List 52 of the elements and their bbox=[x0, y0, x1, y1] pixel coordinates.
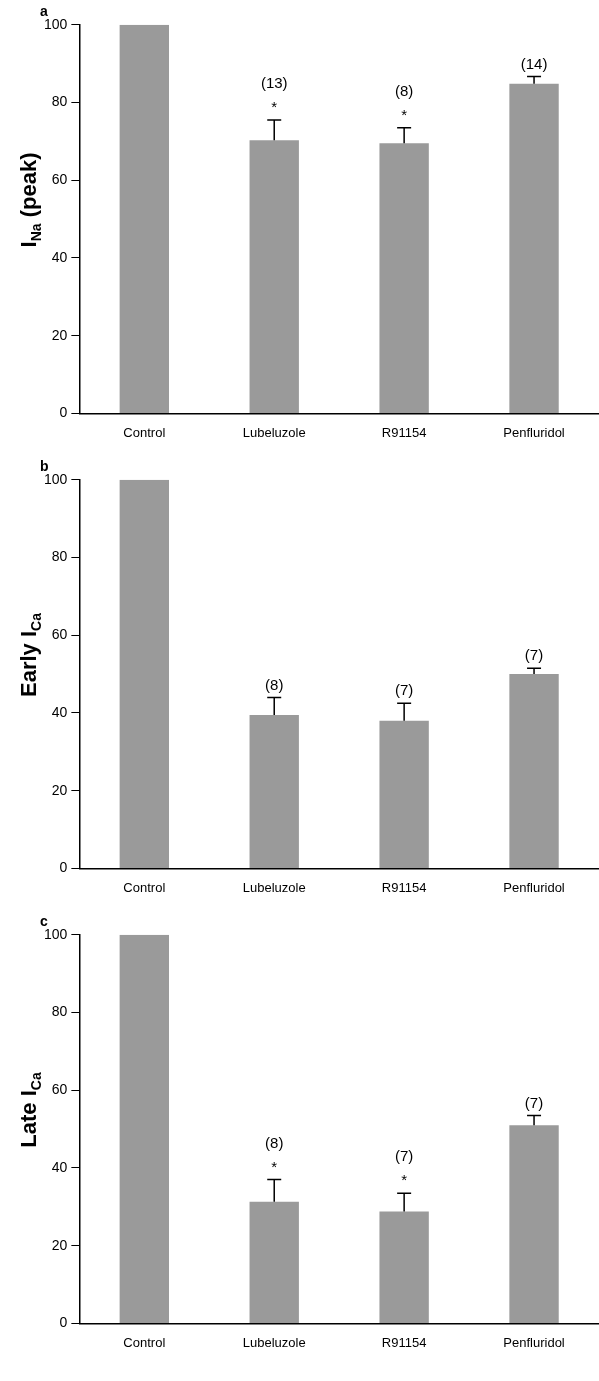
annotation: (8) bbox=[394, 81, 414, 99]
bar bbox=[249, 140, 299, 413]
y-tick-label: 80 bbox=[51, 548, 68, 565]
y-tick-label: 60 bbox=[51, 1081, 68, 1098]
annotation: * bbox=[401, 105, 408, 123]
y-tick-label: 0 bbox=[59, 404, 68, 421]
y-tick-label: 20 bbox=[51, 781, 68, 798]
y-tick-label: 40 bbox=[51, 1158, 68, 1175]
annotation: (13) bbox=[260, 74, 288, 92]
y-tick-label: 80 bbox=[51, 1003, 68, 1020]
bar bbox=[119, 479, 169, 868]
y-tick-label: 20 bbox=[51, 326, 68, 343]
bar bbox=[509, 1125, 559, 1323]
x-tick-label: Penfluridol bbox=[503, 1334, 565, 1350]
annotation: * bbox=[271, 98, 278, 116]
x-tick-label: R91154 bbox=[381, 1334, 427, 1350]
bar bbox=[249, 1201, 299, 1323]
annotation: * bbox=[401, 1171, 408, 1189]
x-tick-label: Penfluridol bbox=[503, 879, 565, 895]
annotation: (7) bbox=[524, 1093, 544, 1111]
x-tick-label: R91154 bbox=[381, 424, 427, 440]
annotation: (8) bbox=[265, 1133, 284, 1151]
y-tick-label: 40 bbox=[51, 703, 68, 720]
x-tick-label: Control bbox=[123, 1334, 166, 1350]
y-tick-label: 40 bbox=[51, 248, 68, 265]
y-tick-label: 0 bbox=[59, 1314, 68, 1331]
bar bbox=[119, 24, 169, 413]
bar bbox=[509, 674, 559, 868]
annotation: (7) bbox=[394, 681, 414, 699]
bar bbox=[379, 143, 429, 413]
x-tick-label: Control bbox=[123, 424, 166, 440]
bar bbox=[509, 83, 559, 413]
bar bbox=[249, 714, 299, 868]
y-tick-label: 60 bbox=[51, 626, 68, 643]
bar bbox=[379, 720, 429, 868]
annotation: (7) bbox=[524, 646, 544, 664]
y-tick-label: 0 bbox=[59, 859, 68, 876]
annotation: (7) bbox=[394, 1147, 414, 1165]
y-tick-label: 80 bbox=[51, 93, 68, 110]
x-tick-label: Lubeluzole bbox=[242, 879, 306, 895]
annotation: (8) bbox=[265, 675, 284, 693]
x-tick-label: Lubeluzole bbox=[242, 1334, 306, 1350]
bar bbox=[379, 1211, 429, 1323]
annotation: (14) bbox=[520, 54, 548, 72]
x-tick-label: Lubeluzole bbox=[242, 424, 306, 440]
y-tick-label: 20 bbox=[51, 1236, 68, 1253]
x-tick-label: Penfluridol bbox=[503, 424, 565, 440]
x-tick-label: R91154 bbox=[381, 879, 427, 895]
y-tick-label: 60 bbox=[51, 171, 68, 188]
annotation: * bbox=[271, 1157, 278, 1175]
bar bbox=[119, 934, 169, 1323]
x-tick-label: Control bbox=[123, 879, 166, 895]
